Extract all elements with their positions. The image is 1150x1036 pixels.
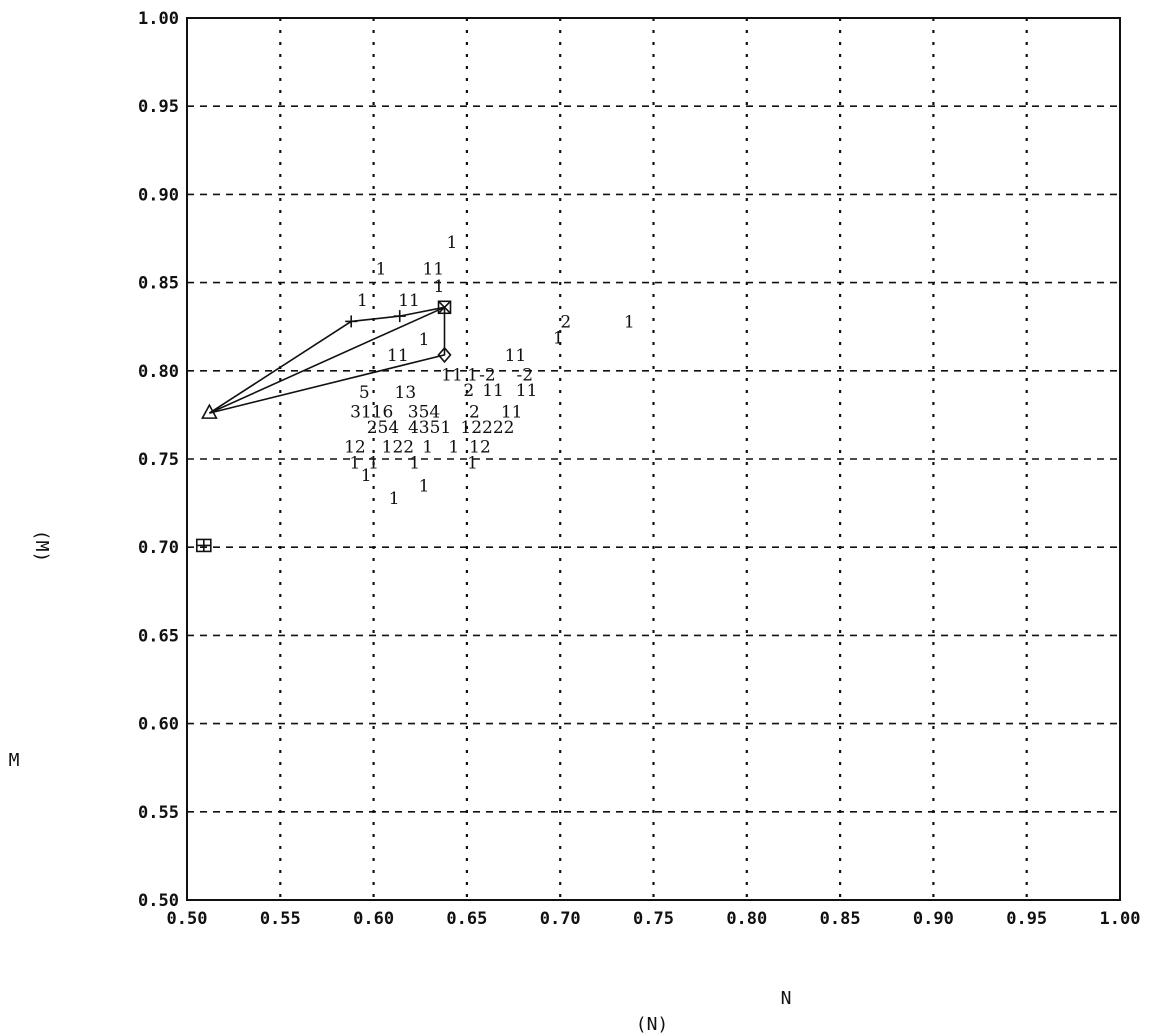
data-point: 1 [447,233,458,253]
x-tick-label: 0.55 [260,909,301,929]
data-point: 4351 [408,418,451,438]
plot-frame [186,17,1121,901]
data-point: 1 [350,454,361,474]
data-point: 3116 [350,402,393,422]
x-tick-label: 0.80 [726,909,767,929]
y-tick-label: 0.65 [138,626,179,646]
data-point: 1 [368,454,379,474]
data-point: 1 [422,438,433,458]
diamond-marker [437,346,452,364]
x-tick-label: 0.95 [1006,909,1047,929]
plus-marker [345,315,358,328]
series-line [209,307,446,414]
x-axis-sublabel: (N) [636,1014,669,1035]
plus-marker [393,310,406,323]
y-axis-sublabel: (M) [31,530,52,563]
data-point: 12222 [460,418,514,438]
data-point: 11 [398,291,420,311]
y-tick-label: 0.90 [138,185,179,205]
data-point: 1 [419,330,430,350]
x-tick-label: 0.60 [353,909,394,929]
x-tick-label: 0.50 [167,909,208,929]
data-point: 11 [422,259,444,279]
y-tick-label: 0.70 [138,538,179,558]
data-point: 1 [467,454,478,474]
x-tick-label: 1.00 [1100,909,1141,929]
data-point: 1 [357,291,368,311]
data-point: 12 [469,438,491,458]
data-point: -2 [479,365,496,385]
y-tick-label: 0.95 [138,97,179,117]
data-point: 1 [419,476,430,496]
x-axis-label: N [781,988,792,1009]
x-tick-label: 0.75 [633,909,674,929]
x-axis-ticks: 0.50 0.55 0.60 0.65 0.70 0.75 0.80 0.85 0.90 0.95… [167,909,1141,929]
series-markers [195,300,452,553]
data-point: 122 [382,438,414,458]
data-point: 1 [361,466,372,486]
y-axis-label: M [9,750,20,771]
y-tick-label: 0.85 [138,274,179,294]
data-point: 11 [482,381,504,401]
data-point: 12 [344,438,366,458]
data-point: 13 [395,383,417,403]
y-tick-label: 1.00 [138,9,179,29]
data-point: 1 [467,365,478,385]
y-tick-label: 0.80 [138,362,179,382]
data-point: 1 [433,277,444,297]
boxed-cross-marker [437,300,452,315]
data-point: 11 [516,381,538,401]
grid-lines [187,18,1120,900]
data-point: 2 [560,312,571,332]
x-tick-label: 0.85 [820,909,861,929]
data-point: 1 [553,328,564,348]
data-point: 5 [359,383,370,403]
data-point: -2 [516,365,533,385]
data-point: 11 [505,346,527,366]
data-point: 1 [376,259,387,279]
data-point: 1 [624,312,635,332]
data-point: 2 [469,402,480,422]
data-point: 11 [441,365,463,385]
data-point: 354 [408,402,440,422]
boxed-plus-marker [195,538,212,553]
data-point: 1 [409,454,420,474]
data-point: 254 [367,418,399,438]
data-point: 1 [448,438,459,458]
data-point: 11 [501,402,523,422]
x-tick-label: 0.70 [540,909,581,929]
y-tick-label: 0.75 [138,450,179,470]
data-point: 1 [389,489,400,509]
x-tick-label: 0.90 [913,909,954,929]
y-tick-label: 0.60 [138,715,179,735]
y-axis-ticks: 0.50 0.55 0.60 0.65 0.70 0.75 0.80 0.85 0.90 0.95… [138,9,179,911]
data-point: 11 [387,346,409,366]
data-point: 2 [463,381,474,401]
triangle-marker [201,403,218,419]
y-tick-label: 0.50 [138,891,179,911]
y-tick-label: 0.55 [138,803,179,823]
x-tick-label: 0.65 [446,909,487,929]
